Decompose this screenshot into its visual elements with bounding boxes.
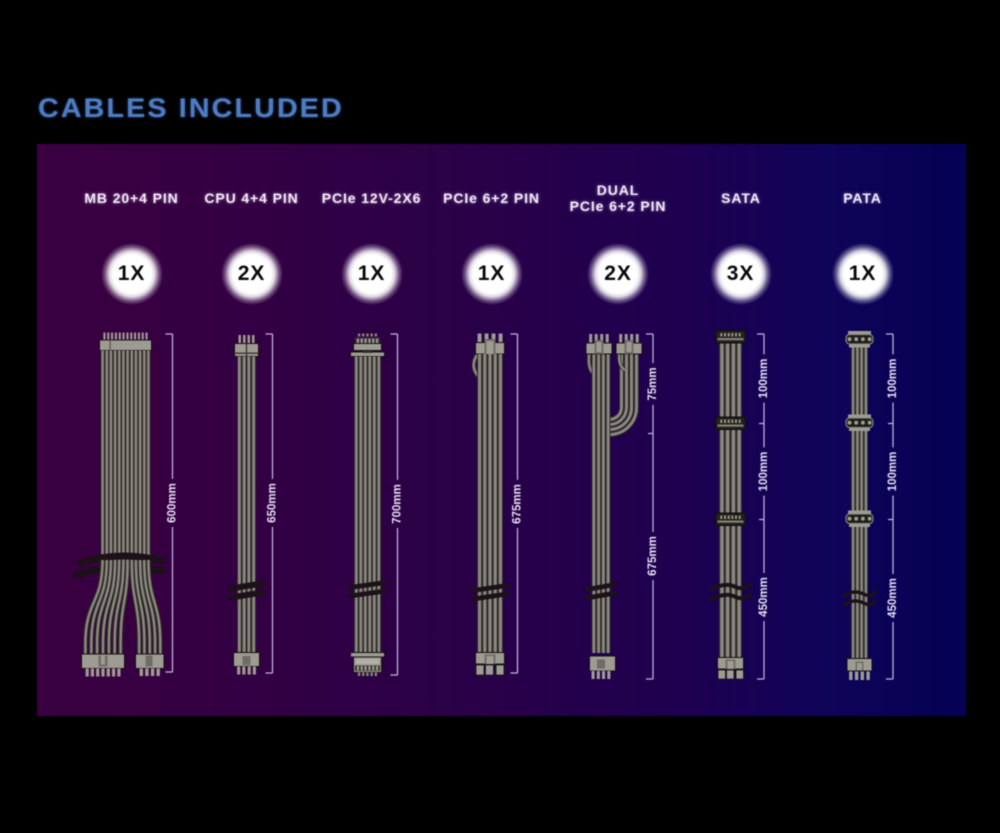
- svg-text:675mm: 675mm: [647, 536, 659, 576]
- svg-text:675mm: 675mm: [512, 484, 524, 524]
- svg-text:650mm: 650mm: [267, 483, 279, 523]
- svg-text:700mm: 700mm: [392, 484, 404, 524]
- svg-text:450mm: 450mm: [887, 578, 899, 618]
- svg-text:75mm: 75mm: [647, 367, 659, 400]
- svg-text:450mm: 450mm: [758, 577, 770, 617]
- svg-text:100mm: 100mm: [887, 359, 899, 399]
- svg-text:100mm: 100mm: [758, 452, 770, 492]
- svg-text:600mm: 600mm: [167, 483, 179, 523]
- svg-text:100mm: 100mm: [887, 452, 899, 492]
- svg-text:100mm: 100mm: [758, 359, 770, 399]
